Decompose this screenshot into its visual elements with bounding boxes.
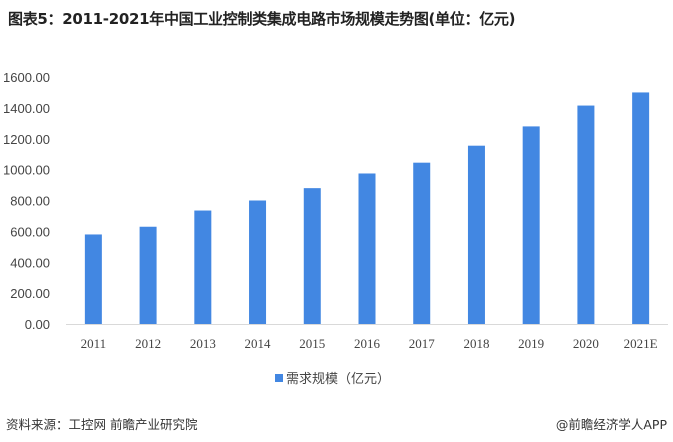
bar-2018 bbox=[467, 145, 485, 324]
legend: 需求规模（亿元） bbox=[275, 368, 390, 387]
bar-2019 bbox=[522, 126, 540, 325]
y-tick-label: 1000.00 bbox=[3, 163, 50, 178]
bar-2021E bbox=[632, 92, 650, 324]
x-tick-label: 2016 bbox=[354, 336, 381, 351]
bar-2012 bbox=[139, 226, 157, 324]
x-tick-label: 2019 bbox=[518, 336, 544, 351]
bar-2016 bbox=[358, 173, 376, 324]
x-tick-label: 2014 bbox=[245, 336, 272, 351]
y-tick-label: 600.00 bbox=[10, 224, 50, 239]
legend-label: 需求规模（亿元） bbox=[286, 372, 391, 387]
x-tick-label: 2012 bbox=[135, 336, 161, 351]
x-tick-label: 2015 bbox=[299, 336, 325, 351]
x-tick-label: 2017 bbox=[409, 336, 436, 351]
y-tick-label: 1200.00 bbox=[3, 132, 50, 147]
brand-label: @前瞻经济学人APP bbox=[555, 417, 667, 432]
y-tick-label: 800.00 bbox=[10, 194, 50, 209]
bar-2017 bbox=[413, 162, 431, 324]
bar-2020 bbox=[577, 105, 595, 324]
bar-2015 bbox=[303, 188, 321, 324]
legend-swatch bbox=[275, 373, 283, 382]
source-note: 资料来源：工控网 前瞻产业研究院 bbox=[6, 417, 198, 432]
x-tick-label: 2018 bbox=[463, 336, 489, 351]
x-tick-label: 2020 bbox=[573, 336, 599, 351]
bar-2011 bbox=[84, 234, 102, 324]
x-tick-label: 2021E bbox=[624, 336, 658, 351]
x-tick-label: 2011 bbox=[81, 336, 107, 351]
y-tick-label: 200.00 bbox=[10, 286, 50, 301]
y-tick-label: 400.00 bbox=[10, 255, 50, 270]
chart-title: 图表5：2011-2021年中国工业控制类集成电路市场规模走势图(单位：亿元) bbox=[8, 10, 516, 28]
y-tick-label: 0.00 bbox=[25, 317, 50, 332]
bar-2014 bbox=[249, 200, 267, 324]
y-tick-label: 1400.00 bbox=[3, 101, 50, 116]
bar-2013 bbox=[194, 210, 212, 324]
x-tick-label: 2013 bbox=[190, 336, 216, 351]
y-tick-label: 1600.00 bbox=[3, 70, 50, 85]
